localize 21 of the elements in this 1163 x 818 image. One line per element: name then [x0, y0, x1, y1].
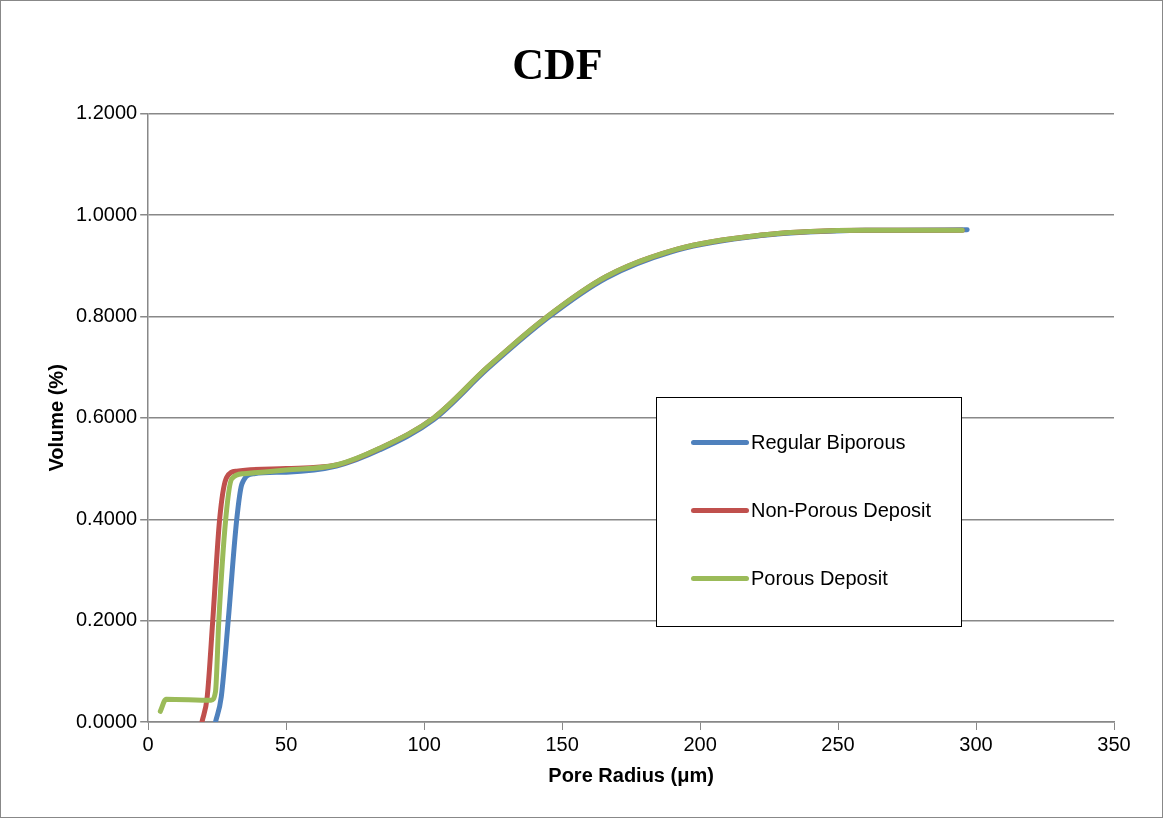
x-tick-label: 200 [683, 732, 717, 755]
y-tick-label: 0.4000 [76, 506, 138, 529]
x-tick-label: 150 [545, 732, 579, 755]
y-axis-title: Volume (%) [44, 364, 67, 472]
y-tick-label: 1.2000 [76, 101, 138, 124]
y-tick-label: 0.6000 [76, 405, 138, 428]
x-tick-label: 300 [959, 732, 993, 755]
y-tick-label: 0.0000 [76, 709, 138, 732]
x-tick-label: 350 [1097, 732, 1131, 755]
y-tick-label: 1.0000 [76, 202, 138, 225]
x-axis-title: Pore Radius (μm) [548, 763, 714, 786]
legend-label: Non-Porous Deposit [751, 498, 932, 522]
legend-label: Regular Biporous [751, 430, 906, 454]
x-tick-label: 0 [142, 732, 154, 755]
x-tick-label: 50 [275, 732, 298, 755]
y-tick-label: 0.2000 [76, 608, 138, 631]
x-tick-label: 100 [407, 732, 441, 755]
y-tick-label: 0.8000 [76, 304, 138, 327]
x-tick-label: 250 [821, 732, 855, 755]
legend-label: Porous Deposit [751, 566, 888, 590]
chart-title: CDF [512, 39, 603, 89]
